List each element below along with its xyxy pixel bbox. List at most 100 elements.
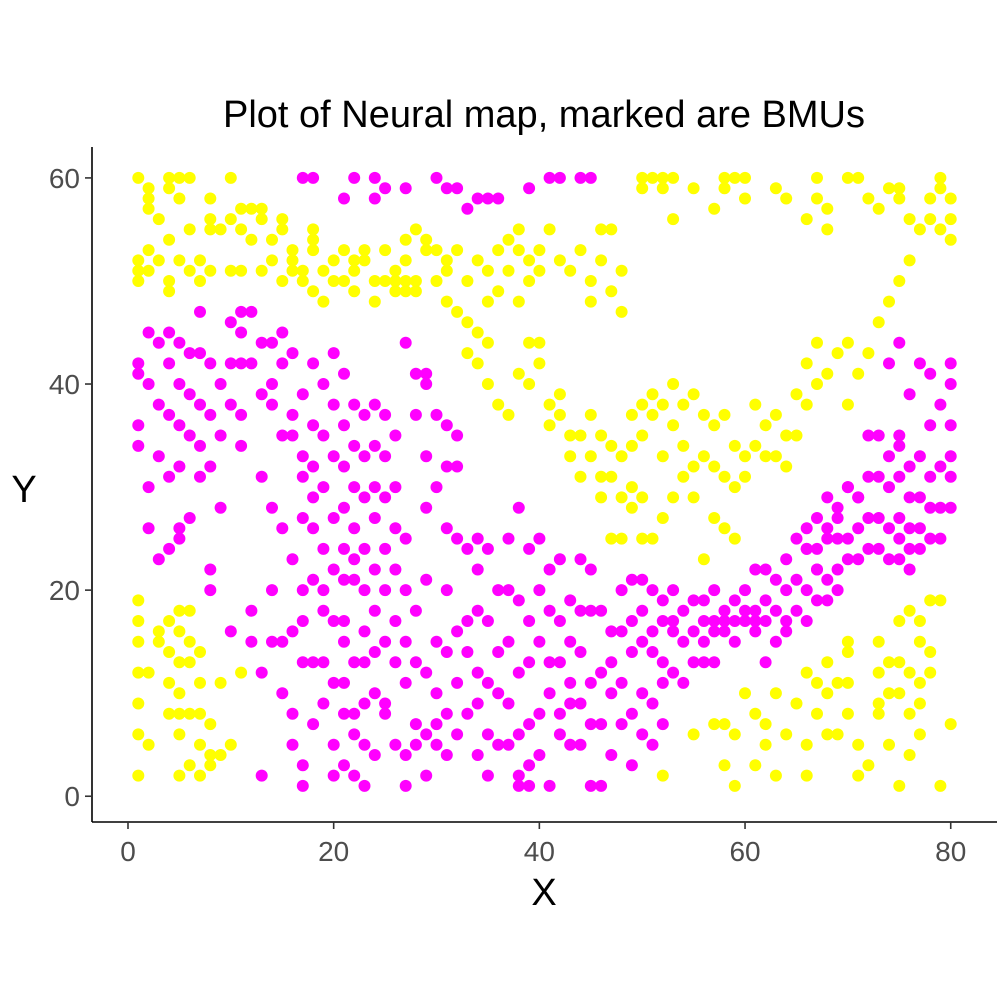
data-point [677, 676, 690, 689]
x-tick-label: 80 [935, 836, 966, 867]
data-point [451, 305, 464, 318]
data-point [451, 728, 464, 741]
data-point [194, 275, 206, 287]
data-point [769, 182, 782, 195]
data-point [646, 646, 659, 658]
data-point [718, 759, 731, 772]
data-point [338, 759, 350, 772]
data-point [296, 171, 309, 184]
data-point [492, 738, 505, 751]
data-point [286, 264, 299, 277]
data-point [338, 635, 350, 648]
data-point [924, 646, 937, 658]
data-point [430, 635, 443, 648]
data-point [780, 429, 793, 442]
data-point [296, 450, 309, 463]
data-point [852, 491, 865, 504]
data-point [718, 470, 731, 483]
data-point [440, 295, 453, 308]
data-point [286, 553, 299, 566]
data-point [872, 666, 885, 679]
data-point [276, 429, 289, 442]
data-point [338, 676, 350, 689]
data-point [790, 429, 803, 442]
data-point [399, 584, 412, 597]
data-point [821, 367, 834, 380]
data-point [893, 532, 906, 545]
data-point [512, 728, 525, 741]
data-point [553, 728, 566, 741]
data-point [348, 728, 361, 741]
data-point [924, 501, 937, 514]
data-point [872, 542, 885, 555]
data-point [451, 532, 464, 545]
data-point [389, 563, 402, 576]
data-point [646, 408, 659, 421]
data-point [584, 295, 597, 308]
data-point [214, 501, 227, 514]
data-point [492, 285, 505, 298]
data-point [163, 326, 176, 339]
data-point [913, 697, 926, 710]
data-point [368, 398, 381, 411]
data-point [913, 542, 926, 555]
data-point [430, 408, 443, 421]
data-point [831, 584, 844, 597]
data-point [718, 615, 731, 627]
data-point [296, 656, 309, 669]
data-point [872, 707, 885, 720]
data-point [769, 635, 782, 648]
data-point [481, 676, 494, 689]
data-point [893, 275, 906, 287]
data-point [481, 769, 494, 782]
data-point [821, 491, 834, 504]
data-point [728, 635, 741, 648]
data-point [883, 656, 895, 669]
data-point [399, 336, 412, 349]
data-point [800, 769, 813, 782]
chart-title: Plot of Neural map, marked are BMUs [223, 94, 865, 136]
data-point [235, 264, 248, 277]
data-point [831, 728, 844, 741]
data-point [564, 635, 577, 648]
data-point [934, 594, 947, 607]
data-point [276, 522, 289, 535]
data-point [821, 656, 834, 669]
data-point [430, 481, 443, 494]
data-point [667, 378, 680, 390]
data-point [368, 439, 381, 452]
data-point [163, 171, 176, 184]
data-point [266, 254, 278, 267]
data-point [687, 460, 700, 473]
data-point [708, 202, 721, 215]
data-point [399, 275, 412, 287]
data-point [296, 615, 309, 627]
data-point [368, 295, 381, 308]
data-point [173, 656, 186, 669]
data-point [728, 728, 741, 741]
data-point [379, 584, 392, 597]
data-point [502, 532, 515, 545]
data-point [286, 429, 299, 442]
data-point [183, 512, 196, 524]
data-point [471, 666, 484, 679]
data-point [523, 615, 536, 627]
data-point [872, 697, 885, 710]
data-point [132, 264, 145, 277]
data-point [615, 491, 628, 504]
data-point [358, 656, 371, 669]
data-point [348, 522, 361, 535]
data-point [194, 398, 206, 411]
data-point [245, 233, 258, 246]
y-axis-label: Y [11, 469, 36, 511]
data-point [584, 604, 597, 617]
data-point [553, 408, 566, 421]
data-point [903, 522, 916, 535]
data-point [204, 749, 217, 761]
data-point [348, 573, 361, 586]
data-point [697, 594, 710, 607]
data-point [204, 718, 217, 731]
data-point [276, 357, 289, 370]
data-point [307, 223, 320, 236]
data-point [204, 192, 217, 205]
